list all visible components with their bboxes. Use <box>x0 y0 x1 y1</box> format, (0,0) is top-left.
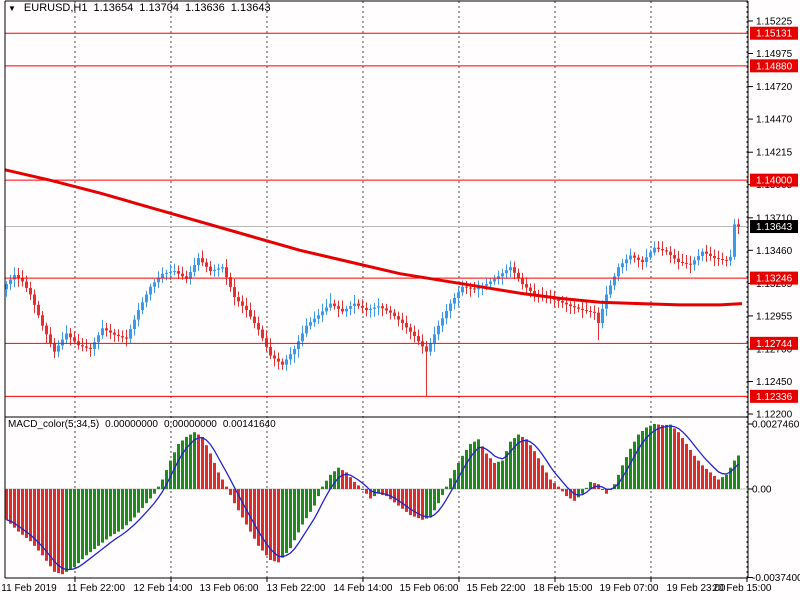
price-axis-label: 1.14720 <box>756 82 793 93</box>
time-axis-label: 18 Feb 15:00 <box>534 583 593 594</box>
time-axis-label: 13 Feb 06:00 <box>200 583 259 594</box>
price-axis-label: 1.14975 <box>756 49 793 60</box>
price-axis-label: 1.15225 <box>756 17 793 28</box>
price-axis-label: 1.14470 <box>756 115 793 126</box>
level-price-label: 1.12336 <box>756 392 793 403</box>
level-price-label: 1.12744 <box>756 339 793 350</box>
macd-axis-label: 0.00 <box>752 485 772 496</box>
time-axis-label: 19 Feb 23:00 <box>667 583 726 594</box>
time-axis-label: 12 Feb 14:00 <box>134 583 193 594</box>
time-axis-label: 11 Feb 2019 <box>1 583 57 594</box>
chart-dropdown-icon[interactable]: ▼ <box>8 3 16 13</box>
time-axis-label: 14 Feb 14:00 <box>334 583 393 594</box>
price-axis-label: 1.13460 <box>756 246 793 257</box>
time-axis-label: 15 Feb 22:00 <box>467 583 526 594</box>
bid-price-label: 1.13643 <box>756 222 793 233</box>
time-axis-label: 19 Feb 07:00 <box>600 583 659 594</box>
price-axis-label: 1.12200 <box>756 410 793 421</box>
level-price-label: 1.14000 <box>756 176 793 187</box>
time-axis-label: 15 Feb 06:00 <box>400 583 459 594</box>
macd-axis-label: -0.0037400 <box>752 573 800 584</box>
price-axis-label: 1.14215 <box>756 148 793 159</box>
time-axis-label: 13 Feb 22:00 <box>267 583 326 594</box>
time-axis-label: 11 Feb 22:00 <box>67 583 126 594</box>
level-price-label: 1.14880 <box>756 61 793 72</box>
price-axis-label: 1.12700 <box>756 345 793 356</box>
level-price-label: 1.13246 <box>756 274 793 285</box>
price-axis-label: 1.13710 <box>756 213 793 224</box>
price-axis-label: 1.12955 <box>756 311 793 322</box>
time-axis-label: 20 Feb 15:00 <box>713 583 772 594</box>
level-price-label: 1.15131 <box>756 29 793 40</box>
price-axis-label: 1.12450 <box>756 377 793 388</box>
macd-axis-label: 0.0027460 <box>752 420 800 431</box>
